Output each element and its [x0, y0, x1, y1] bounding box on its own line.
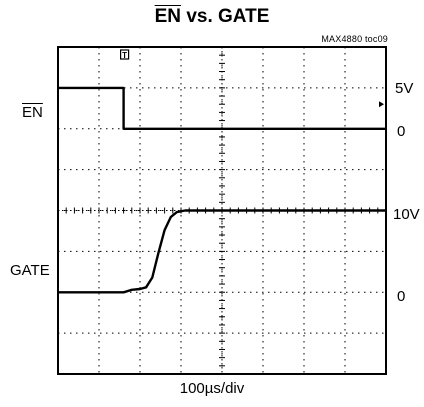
figure-code: MAX4880 toc09 [321, 34, 388, 44]
x-axis-label: 100µs/div [179, 380, 245, 397]
gate-high-level-label: 10V [393, 206, 420, 223]
en-high-level-label: 5V [395, 80, 414, 97]
chart-title: EN vs. GATE [0, 6, 424, 28]
chart-title-signal: EN [154, 6, 182, 27]
gate-zero-level-label: 0 [397, 288, 406, 305]
channel-name-en: EN [22, 104, 43, 121]
chart-title-rest: vs. GATE [186, 6, 270, 27]
trace-en [58, 86, 386, 130]
channel-name-gate: GATE [10, 262, 50, 279]
trigger-marker [119, 49, 130, 60]
level-marker-arrow [379, 101, 384, 108]
trace-gate [58, 209, 386, 294]
en-zero-level-label: 0 [397, 123, 406, 140]
trigger-marker-label: T [122, 51, 127, 60]
